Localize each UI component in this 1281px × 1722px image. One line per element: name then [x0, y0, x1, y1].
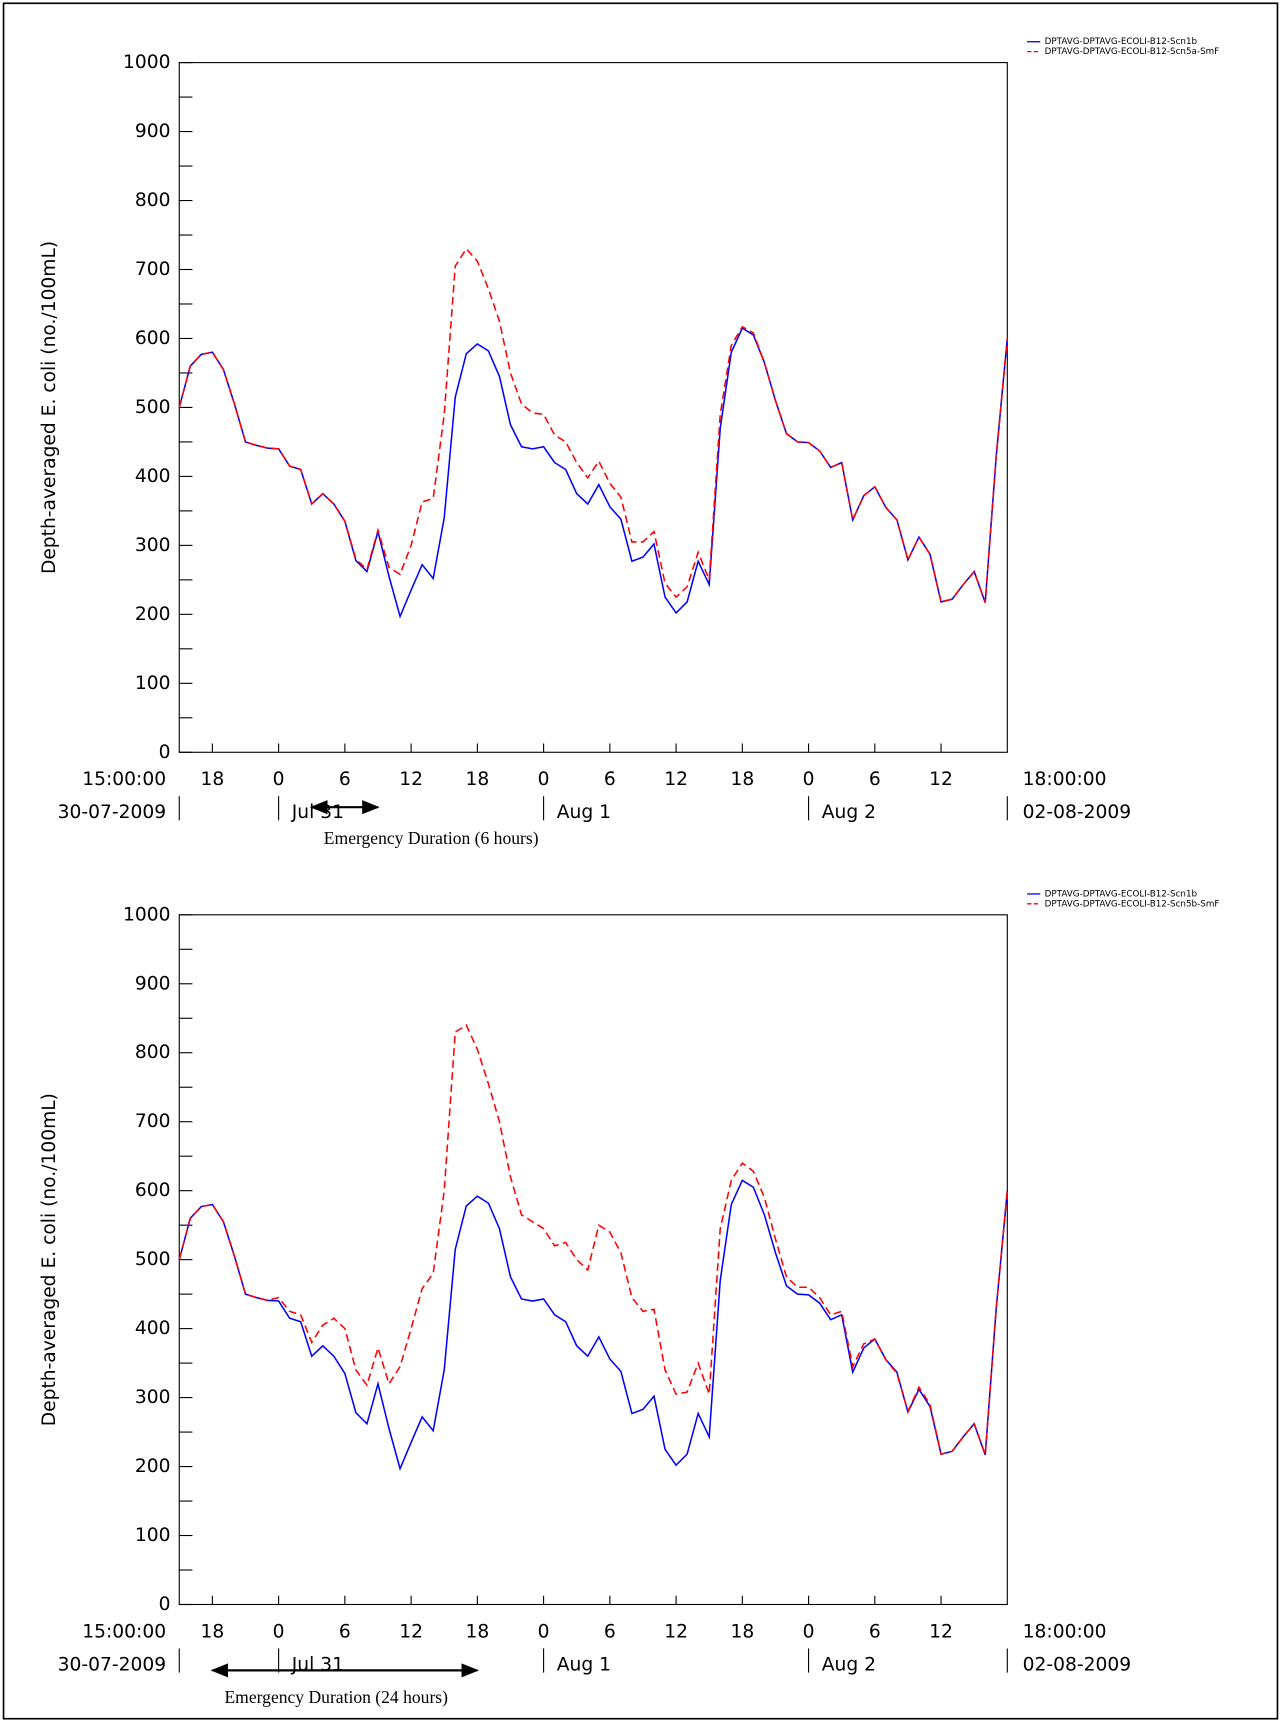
- series-line: [178, 327, 1009, 619]
- x-end-date: 02-08-2009: [1023, 1654, 1131, 1675]
- y-tick-label: 200: [135, 604, 171, 625]
- y-tick-label: 300: [135, 535, 171, 556]
- legend-label: DPTAVG-DPTAVG-ECOLI-B12-Scn5b-SmF: [1045, 899, 1220, 909]
- x-tick-label: 12: [399, 1621, 423, 1642]
- x-end-time: 18:00:00: [1023, 1621, 1107, 1642]
- x-tick-label: 6: [339, 769, 351, 790]
- date-label: Aug 2: [822, 1654, 876, 1675]
- y-tick-label: 500: [135, 397, 171, 418]
- x-tick-label: 6: [869, 1621, 881, 1642]
- legend-label: DPTAVG-DPTAVG-ECOLI-B12-Scn1b: [1045, 889, 1198, 899]
- date-label: Aug 1: [557, 802, 611, 823]
- x-tick-label: 6: [604, 769, 616, 790]
- x-end-date: 02-08-2009: [1023, 802, 1131, 823]
- y-tick-label: 100: [135, 673, 171, 694]
- date-label: Jul 31: [291, 1654, 344, 1675]
- x-tick-label: 12: [399, 769, 423, 790]
- y-tick-label: 600: [135, 328, 171, 349]
- y-tick-label: 1000: [123, 904, 170, 925]
- x-tick-label: 18: [200, 769, 224, 790]
- x-tick-label: 0: [538, 1621, 550, 1642]
- x-tick-label: 12: [929, 1621, 953, 1642]
- x-tick-label: 18: [465, 769, 489, 790]
- x-start-date: 30-07-2009: [58, 802, 166, 823]
- date-label: Jul 31: [291, 802, 344, 823]
- y-axis-label: Depth-averaged E. coli (no./100mL): [39, 241, 60, 574]
- series-line: [178, 1179, 1009, 1471]
- y-axis-label: Depth-averaged E. coli (no./100mL): [39, 1093, 60, 1426]
- plot-frame: [178, 914, 1008, 1606]
- x-tick-label: 6: [604, 1621, 616, 1642]
- legend-label: DPTAVG-DPTAVG-ECOLI-B12-Scn5a-SmF: [1045, 47, 1220, 57]
- series-line: [178, 247, 1009, 603]
- annotation-label: Emergency Duration (6 hours): [324, 828, 539, 848]
- x-tick-label: 6: [339, 1621, 351, 1642]
- y-tick-label: 600: [135, 1180, 171, 1201]
- x-tick-label: 18: [465, 1621, 489, 1642]
- annotation-label: Emergency Duration (24 hours): [224, 1687, 448, 1707]
- y-tick-label: 0: [159, 742, 171, 763]
- y-tick-label: 700: [135, 259, 171, 280]
- x-tick-label: 6: [869, 769, 881, 790]
- x-tick-label: 18: [730, 769, 754, 790]
- x-tick-label: 18: [730, 1621, 754, 1642]
- y-tick-label: 1000: [123, 52, 170, 73]
- series-line: [178, 1024, 1009, 1456]
- y-tick-label: 300: [135, 1387, 171, 1408]
- x-tick-label: 12: [929, 769, 953, 790]
- y-tick-label: 900: [135, 973, 171, 994]
- y-tick-label: 800: [135, 190, 171, 211]
- date-label: Aug 1: [557, 1654, 611, 1675]
- x-tick-label: 12: [664, 1621, 688, 1642]
- date-label: Aug 2: [822, 802, 876, 823]
- plot-frame: [178, 62, 1008, 753]
- x-start-date: 30-07-2009: [58, 1654, 166, 1675]
- y-tick-label: 400: [135, 1318, 171, 1339]
- x-tick-label: 0: [538, 769, 550, 790]
- y-tick-label: 900: [135, 121, 171, 142]
- y-tick-label: 0: [159, 1594, 171, 1615]
- y-tick-label: 500: [135, 1249, 171, 1270]
- x-end-time: 18:00:00: [1023, 769, 1107, 790]
- x-start-time: 15:00:00: [82, 1621, 166, 1642]
- y-tick-label: 700: [135, 1111, 171, 1132]
- x-tick-label: 0: [803, 769, 815, 790]
- y-tick-label: 400: [135, 466, 171, 487]
- x-tick-label: 12: [664, 769, 688, 790]
- legend-label: DPTAVG-DPTAVG-ECOLI-B12-Scn1b: [1045, 37, 1198, 47]
- x-tick-label: 0: [803, 1621, 815, 1642]
- y-tick-label: 100: [135, 1525, 171, 1546]
- x-tick-label: 0: [273, 1621, 285, 1642]
- x-tick-label: 0: [273, 769, 285, 790]
- y-tick-label: 200: [135, 1456, 171, 1477]
- x-tick-label: 18: [200, 1621, 224, 1642]
- y-tick-label: 800: [135, 1042, 171, 1063]
- x-start-time: 15:00:00: [82, 769, 166, 790]
